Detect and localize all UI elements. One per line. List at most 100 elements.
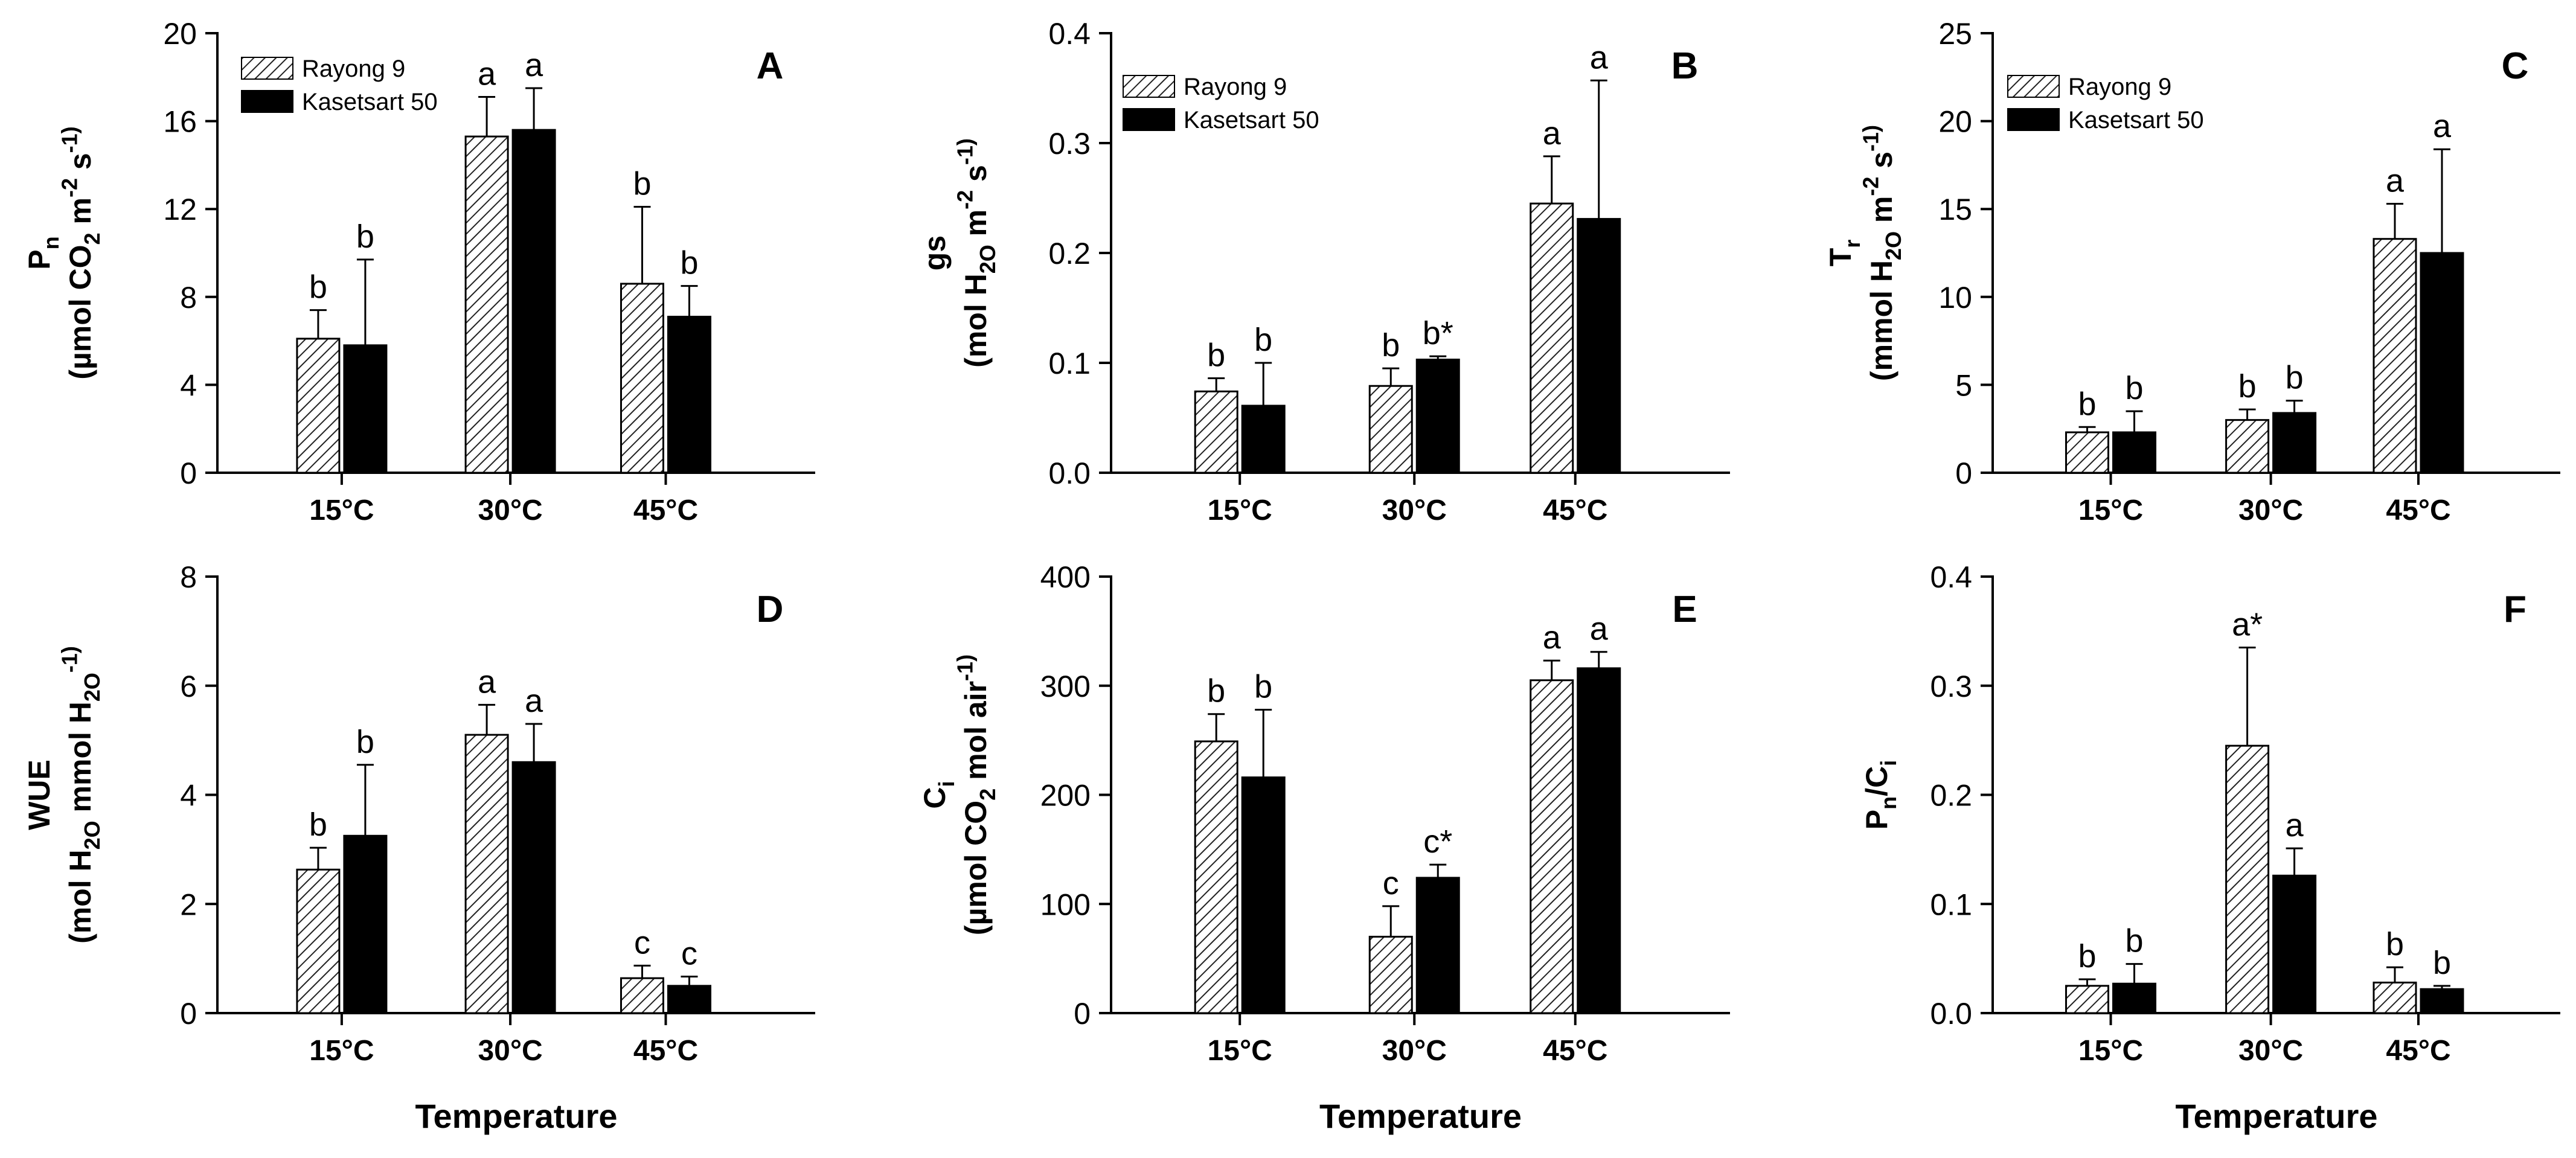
bar-kasetsart-50 — [2272, 412, 2317, 474]
bar-kasetsart-50 — [2420, 988, 2464, 1014]
bar-rayong-9 — [2065, 431, 2110, 474]
legend-label: Kasetsart 50 — [2068, 107, 2204, 133]
significance-label: b — [356, 219, 374, 255]
significance-label: a — [2386, 162, 2405, 199]
bar-rayong-9 — [296, 868, 341, 1014]
bar-kasetsart-50 — [1241, 776, 1286, 1014]
y-tick-label: 200 — [1040, 779, 1091, 813]
significance-label: b — [633, 166, 651, 202]
y-tick-label: 8 — [180, 281, 197, 315]
y-axis-label: (µmol CO2 m-2 s-1)​ — [57, 126, 105, 379]
significance-label: b — [356, 724, 374, 760]
y-axis-label: (mol H2O m-2 s-1)​ — [953, 138, 1001, 368]
significance-label: a — [525, 683, 543, 719]
bar-rayong-9 — [2065, 985, 2110, 1014]
significance-label: b — [2286, 360, 2304, 396]
panel-label: B — [1671, 45, 1699, 87]
bar-rayong-9 — [1368, 935, 1413, 1014]
y-tick-label: 0 — [180, 456, 197, 490]
y-tick-label: 0.1 — [1930, 888, 1972, 921]
x-tick-label: 30°C — [2238, 1035, 2303, 1067]
legend-label: Kasetsart 50 — [1184, 107, 1319, 133]
x-tick-label: 15°C — [309, 494, 374, 526]
y-tick-label: 0.1 — [1048, 347, 1091, 380]
bar-kasetsart-50 — [1577, 667, 1621, 1014]
bar-rayong-9 — [1194, 390, 1238, 474]
y-axis-label: (µmol CO2 mol air-1)​ — [953, 654, 1001, 935]
bar-rayong-9 — [2373, 238, 2417, 474]
legend-swatch-kasetsart-50 — [2007, 108, 2060, 131]
y-tick-label: 8 — [180, 560, 197, 594]
bar-kasetsart-50 — [2272, 874, 2317, 1014]
bar-rayong-9 — [1368, 385, 1413, 474]
significance-label: c — [1383, 865, 1399, 901]
bar-kasetsart-50 — [1415, 877, 1460, 1014]
x-tick-label: 45°C — [1543, 494, 1607, 526]
y-axis-label: gs — [918, 235, 952, 270]
bar-kasetsart-50 — [343, 834, 388, 1014]
x-tick-label: 15°C — [1208, 1035, 1272, 1067]
bar-rayong-9 — [1194, 740, 1238, 1014]
y-tick-label: 4 — [180, 779, 197, 813]
legend-swatch-rayong-9 — [1123, 75, 1175, 98]
significance-label: a — [1543, 619, 1562, 656]
y-tick-label: 0.3 — [1048, 127, 1091, 161]
y-tick-label: 0 — [180, 997, 197, 1031]
significance-label: a — [525, 47, 543, 83]
legend-label: Rayong 9 — [302, 56, 405, 82]
panel-b: 0.0 0.1 0.2 0.3 0.4 gs(mol H2O m-2 s-1)​ 15°C 3… — [918, 17, 1730, 526]
bar-rayong-9 — [620, 283, 664, 474]
panel-label: C — [2502, 45, 2529, 87]
bar-kasetsart-50 — [511, 129, 556, 474]
significance-label: b — [1382, 327, 1400, 363]
y-tick-label: 0.0 — [1048, 456, 1091, 490]
legend-label: Rayong 9 — [2068, 74, 2171, 100]
bar-rayong-9 — [2373, 981, 2417, 1014]
bar-kasetsart-50 — [1577, 218, 1621, 474]
y-tick-label: 6 — [180, 670, 197, 703]
significance-label: c* — [1423, 824, 1452, 860]
legend-swatch-rayong-9 — [241, 57, 293, 80]
significance-label: b — [309, 807, 327, 843]
legend-swatch-kasetsart-50 — [241, 90, 293, 113]
significance-label: a* — [2232, 606, 2263, 642]
y-tick-label: 12 — [163, 193, 197, 226]
significance-label: c — [681, 935, 697, 971]
y-tick-label: 2 — [180, 888, 197, 921]
x-axis-title: Temperature — [2175, 1097, 2377, 1135]
panel-c: 0 5 10 15 20 25 Tr​(mmol H2O m-2 s-1)​ 15°C 30°C… — [1824, 17, 2560, 526]
significance-label: b — [2125, 923, 2143, 959]
x-tick-label: 30°C — [1382, 494, 1447, 526]
significance-label: b — [1254, 669, 1272, 705]
significance-label: a — [2286, 807, 2304, 843]
y-tick-label: 0.4 — [1048, 17, 1091, 51]
x-axis-title: Temperature — [1319, 1097, 1522, 1135]
bar-rayong-9 — [1530, 202, 1574, 474]
panel-e: 0 100 200 300 400 Ci​(µmol CO2 mol air-1)​ 15°… — [918, 560, 1730, 1135]
bar-kasetsart-50 — [2420, 252, 2464, 474]
bar-kasetsart-50 — [2112, 982, 2157, 1014]
significance-label: b* — [1423, 315, 1453, 351]
y-tick-label: 16 — [163, 105, 197, 139]
bar-kasetsart-50 — [1415, 359, 1460, 474]
x-tick-label: 15°C — [309, 1035, 374, 1067]
bar-rayong-9 — [296, 337, 341, 474]
significance-label: b — [1207, 673, 1225, 709]
significance-label: b — [2078, 938, 2096, 974]
significance-label: b — [309, 269, 327, 305]
x-tick-label: 45°C — [633, 1035, 698, 1067]
y-tick-label: 5 — [1955, 368, 1972, 402]
significance-label: a — [478, 664, 496, 700]
panel-d: 0 2 4 6 8 WUE(mol H2O mmol H2O-1)​ 15°C 30°C 45°… — [22, 560, 815, 1135]
x-tick-label: 15°C — [2078, 1035, 2143, 1067]
y-tick-label: 0 — [1955, 456, 1972, 490]
y-tick-label: 0.0 — [1930, 997, 1972, 1031]
y-axis-label: (mmol H2O m-2 s-1)​ — [1859, 125, 1906, 381]
bar-kasetsart-50 — [667, 316, 711, 474]
y-axis-label: (mol H2O mmol H2O-1)​ — [57, 646, 105, 944]
y-tick-label: 0 — [1074, 997, 1091, 1031]
significance-label: b — [1254, 322, 1272, 358]
panel-f: 0.00.10.20.30.4Pn/Ci​15°C30°C45°Cba*bbab… — [1860, 560, 2560, 1135]
y-axis-label: Pn/Ci​ — [1860, 760, 1901, 830]
significance-label: b — [2386, 926, 2404, 962]
